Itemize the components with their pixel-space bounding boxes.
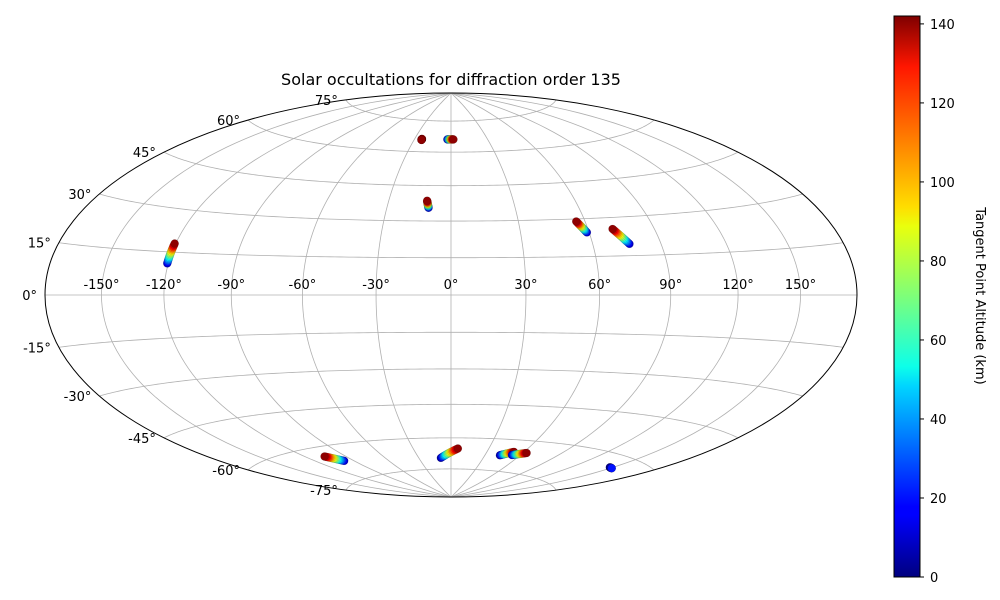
lon-tick-label: -120°: [146, 278, 182, 293]
parallel-line: [247, 119, 655, 153]
lon-tick-label: 0°: [444, 278, 459, 293]
lat-tick-label: 75°: [315, 94, 338, 109]
parallel-line: [247, 437, 655, 471]
lon-tick-label: -60°: [289, 278, 317, 293]
occultation-point: [453, 444, 463, 453]
lon-tick-label: 150°: [785, 278, 816, 293]
lat-tick-label: -30°: [64, 390, 92, 405]
lon-tick-label: 60°: [588, 278, 611, 293]
occultation-point: [170, 239, 179, 248]
colorbar-tick-label: 0: [930, 571, 938, 586]
lat-tick-label: 30°: [68, 188, 91, 203]
lat-tick-label: -45°: [128, 432, 156, 447]
lon-tick-label: -150°: [83, 278, 119, 293]
parallel-line: [345, 99, 557, 122]
lat-tick-label: 0°: [22, 289, 37, 304]
lat-tick-label: 45°: [133, 146, 156, 161]
map-boundary: [44, 92, 858, 498]
colorbar-tick-label: 20: [930, 492, 947, 507]
occultation-point: [522, 448, 531, 458]
colorbar-tick-label: 120: [930, 97, 955, 112]
occultation-point: [449, 135, 458, 144]
map-plot-area: -150° -120° -90° -60° -30° 0° 30° 60° 90° 120° 150…: [22, 92, 858, 499]
lat-tick-label: -15°: [23, 341, 51, 356]
parallel-line: [99, 193, 803, 222]
lat-tick-label: -60°: [212, 464, 240, 479]
chart-title: Solar occultations for diffraction order…: [281, 70, 621, 89]
colorbar-gradient: [893, 15, 921, 578]
occultation-point: [320, 452, 329, 461]
colorbar: 0 20 40 60 80 100 120 140 Tangent Point Altitud…: [893, 15, 987, 586]
colorbar-tick-label: 60: [930, 334, 947, 349]
colorbar-tick-label: 140: [930, 18, 955, 33]
occultation-points: [163, 134, 634, 473]
occultation-point: [607, 464, 616, 473]
latitude-tick-labels: 75° 60° 45° 30° 15° 0° -15° -30° -45° -60° -75°: [22, 94, 338, 499]
occultation-point: [608, 224, 617, 234]
parallel-line: [58, 331, 844, 348]
colorbar-label: Tangent Point Altitude (km): [972, 206, 987, 384]
colorbar-tick-label: 80: [930, 255, 947, 270]
lat-tick-label: -75°: [310, 484, 338, 499]
parallel-line: [163, 151, 739, 187]
longitude-tick-labels: -150° -120° -90° -60° -30° 0° 30° 60° 90° 120° 150…: [83, 278, 816, 293]
lon-tick-label: 120°: [722, 278, 753, 293]
colorbar-tick-label: 100: [930, 176, 955, 191]
parallel-line: [345, 468, 557, 491]
parallel-line: [99, 368, 803, 397]
graticule: [45, 93, 857, 497]
lon-tick-label: -90°: [217, 278, 245, 293]
lon-tick-label: 90°: [659, 278, 682, 293]
lat-tick-label: 15°: [28, 237, 51, 252]
colorbar-ticks: 0 20 40 60 80 100 120 140: [920, 18, 955, 586]
lon-tick-label: -30°: [362, 278, 390, 293]
lat-tick-label: 60°: [217, 114, 240, 129]
occultation-point: [417, 135, 426, 145]
lon-tick-label: 30°: [514, 278, 537, 293]
occultation-point: [572, 217, 581, 226]
colorbar-tick-label: 40: [930, 413, 947, 428]
parallel-line: [163, 403, 739, 439]
occultation-point: [422, 196, 432, 205]
